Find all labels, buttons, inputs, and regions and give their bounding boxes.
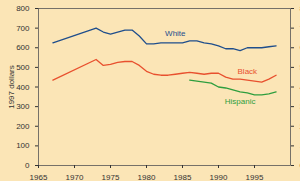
svg-text:700: 700: [16, 24, 30, 33]
svg-text:1997 dollars: 1997 dollars: [7, 65, 16, 109]
svg-text:White: White: [165, 29, 186, 38]
svg-text:1965: 1965: [30, 173, 48, 181]
svg-text:1980: 1980: [138, 173, 156, 181]
svg-text:300: 300: [16, 102, 30, 111]
svg-text:100: 100: [16, 141, 30, 150]
svg-text:200: 200: [16, 122, 30, 131]
svg-text:Black: Black: [238, 67, 259, 76]
svg-text:1990: 1990: [210, 173, 228, 181]
svg-text:800: 800: [16, 4, 30, 13]
svg-text:600: 600: [16, 43, 30, 52]
svg-text:1970: 1970: [66, 173, 84, 181]
svg-text:0: 0: [25, 161, 30, 170]
svg-text:400: 400: [16, 83, 30, 92]
svg-text:1985: 1985: [174, 173, 192, 181]
svg-text:500: 500: [16, 63, 30, 72]
svg-text:1975: 1975: [102, 173, 120, 181]
svg-text:1995: 1995: [246, 173, 264, 181]
svg-text:Hispanic: Hispanic: [225, 97, 256, 106]
